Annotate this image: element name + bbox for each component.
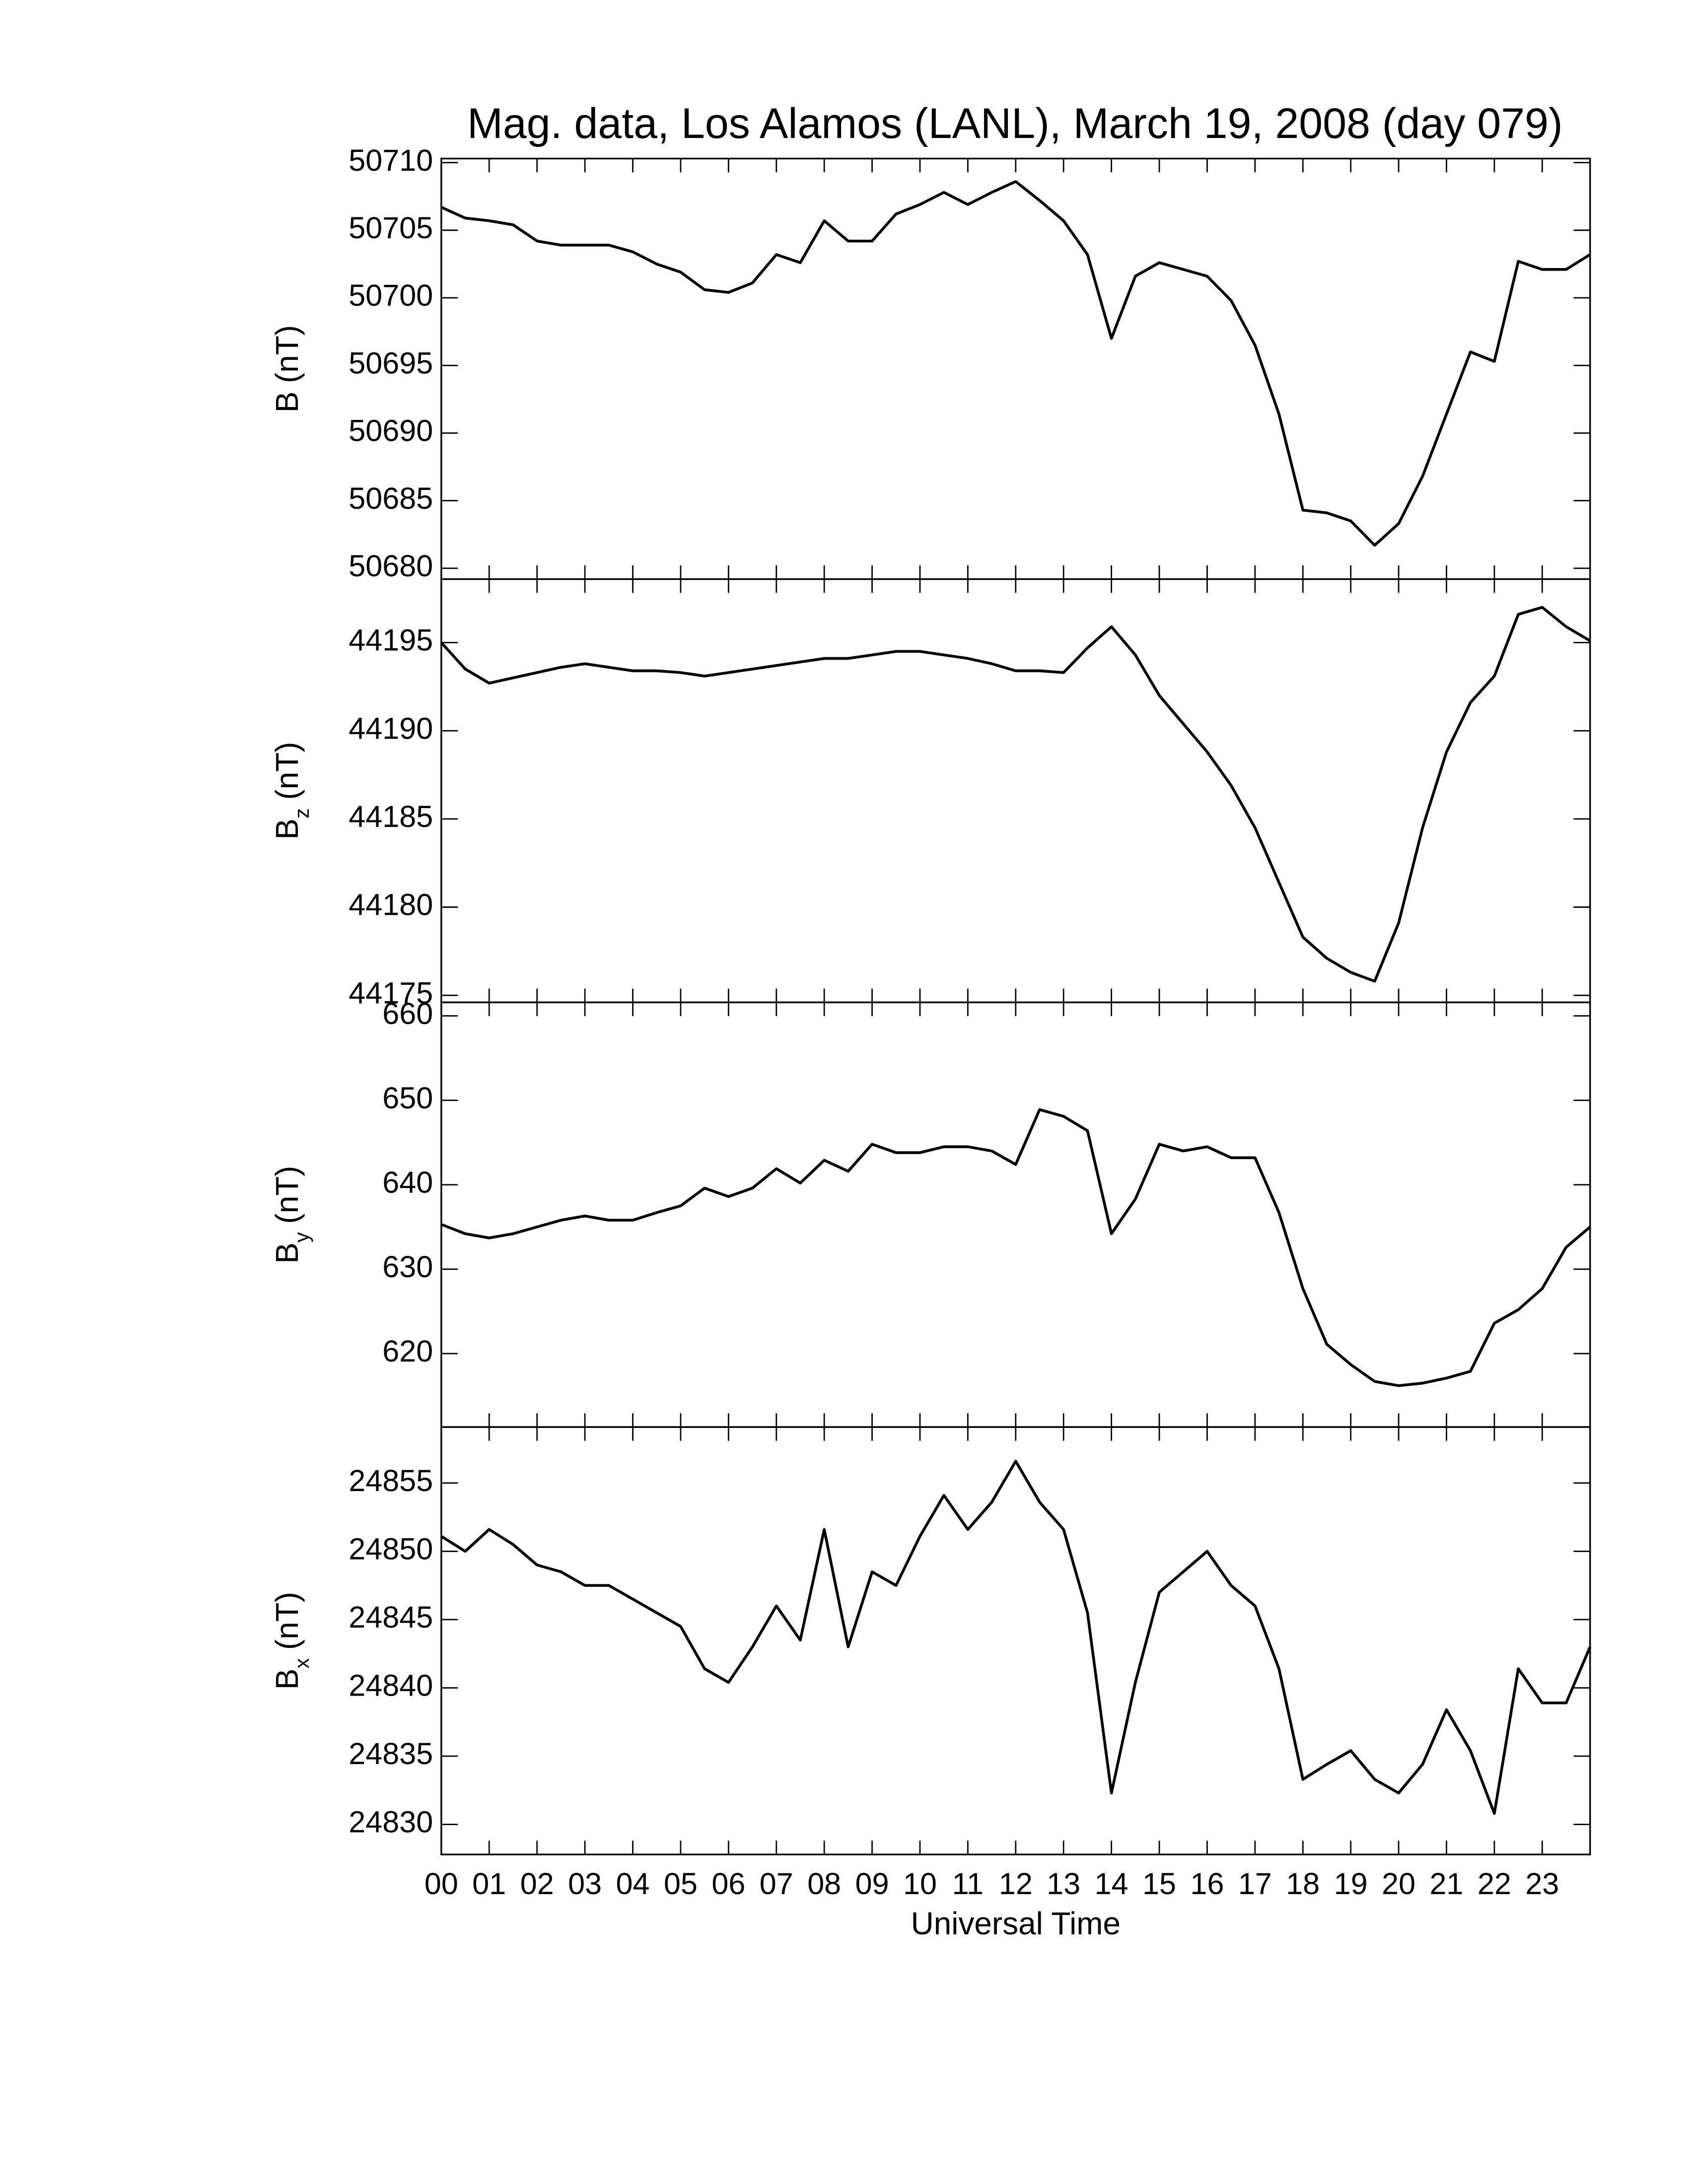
chart-title: Mag. data, Los Alamos (LANL), March 19, … bbox=[467, 100, 1563, 147]
data-line bbox=[440, 1460, 1592, 1815]
y-label-symbol: B bbox=[269, 392, 305, 413]
y-tick-label: 24845 bbox=[349, 1600, 433, 1634]
y-tick-label: 620 bbox=[382, 1334, 433, 1368]
x-tick-label: 17 bbox=[1238, 1867, 1272, 1901]
y-tick-label: 660 bbox=[382, 997, 433, 1030]
x-tick-label: 03 bbox=[568, 1867, 602, 1901]
y-label-subscript: z bbox=[290, 808, 313, 819]
x-tick-label: 06 bbox=[711, 1867, 745, 1901]
y-tick-label: 50705 bbox=[349, 211, 433, 245]
y-label-unit: (nT) bbox=[269, 325, 305, 383]
data-line bbox=[440, 1108, 1591, 1387]
y-tick-label: 50695 bbox=[349, 346, 433, 380]
y-label-subscript: y bbox=[290, 1232, 313, 1242]
y-tick-label: 50700 bbox=[349, 278, 433, 312]
y-axis-label: By (nT) bbox=[269, 1166, 313, 1264]
y-tick-label: 630 bbox=[382, 1250, 433, 1284]
x-tick-label: 07 bbox=[760, 1867, 793, 1901]
x-tick-label: 19 bbox=[1334, 1867, 1368, 1901]
x-tick-label: 05 bbox=[664, 1867, 698, 1901]
x-tick-label: 21 bbox=[1430, 1867, 1464, 1901]
x-tick-label: 02 bbox=[520, 1867, 554, 1901]
y-tick-label: 50690 bbox=[349, 414, 433, 448]
y-tick-label: 24850 bbox=[349, 1532, 433, 1566]
x-tick-label: 20 bbox=[1382, 1867, 1415, 1901]
y-tick-label: 44180 bbox=[349, 888, 433, 922]
y-tick-label: 640 bbox=[382, 1165, 433, 1199]
x-tick-label: 12 bbox=[999, 1867, 1033, 1901]
y-tick-label: 50680 bbox=[349, 549, 433, 583]
x-axis-label: Universal Time bbox=[911, 1906, 1121, 1941]
y-label-unit: (nT) bbox=[269, 1592, 305, 1650]
x-tick-label: 14 bbox=[1095, 1867, 1128, 1901]
y-label-unit: (nT) bbox=[269, 742, 305, 800]
plot-frame bbox=[440, 578, 1591, 1004]
y-tick-label: 24835 bbox=[349, 1737, 433, 1771]
y-tick-label: 44190 bbox=[349, 711, 433, 745]
y-label-unit: (nT) bbox=[269, 1166, 305, 1224]
x-tick-label: 13 bbox=[1047, 1867, 1080, 1901]
plot-frame bbox=[440, 1426, 1591, 1855]
y-axis-label: Bz (nT) bbox=[269, 742, 313, 839]
plot-frame bbox=[440, 1001, 1591, 1428]
x-tick-label: 01 bbox=[472, 1867, 506, 1901]
y-tick-label: 44175 bbox=[349, 976, 433, 1010]
x-tick-label: 16 bbox=[1190, 1867, 1224, 1901]
y-tick-label: 44185 bbox=[349, 800, 433, 833]
x-tick-label: 00 bbox=[424, 1867, 458, 1901]
x-tick-label: 04 bbox=[616, 1867, 650, 1901]
y-axis-label: Bx (nT) bbox=[269, 1592, 313, 1690]
y-tick-label: 50685 bbox=[349, 481, 433, 515]
x-tick-label: 08 bbox=[807, 1867, 841, 1901]
y-tick-label: 650 bbox=[382, 1081, 433, 1115]
x-tick-label: 10 bbox=[903, 1867, 937, 1901]
x-tick-label: 18 bbox=[1286, 1867, 1320, 1901]
x-tick-label: 22 bbox=[1477, 1867, 1511, 1901]
y-label-symbol: B bbox=[269, 1669, 305, 1690]
y-tick-label: 50710 bbox=[349, 143, 433, 177]
y-tick-label: 44195 bbox=[349, 623, 433, 657]
y-tick-label: 24855 bbox=[349, 1464, 433, 1498]
x-tick-label: 11 bbox=[952, 1867, 984, 1901]
y-label-subscript: x bbox=[290, 1658, 313, 1669]
y-tick-label: 24840 bbox=[349, 1669, 433, 1703]
x-tick-label: 23 bbox=[1525, 1867, 1559, 1901]
y-label-symbol: B bbox=[269, 1242, 305, 1264]
data-line bbox=[440, 180, 1591, 547]
plot-frame bbox=[440, 157, 1591, 580]
y-axis-label: B (nT) bbox=[269, 325, 305, 412]
data-line bbox=[440, 606, 1591, 983]
x-tick-label: 15 bbox=[1142, 1867, 1176, 1901]
y-label-symbol: B bbox=[269, 819, 305, 840]
x-tick-label: 09 bbox=[855, 1867, 889, 1901]
y-tick-label: 24830 bbox=[349, 1805, 433, 1839]
